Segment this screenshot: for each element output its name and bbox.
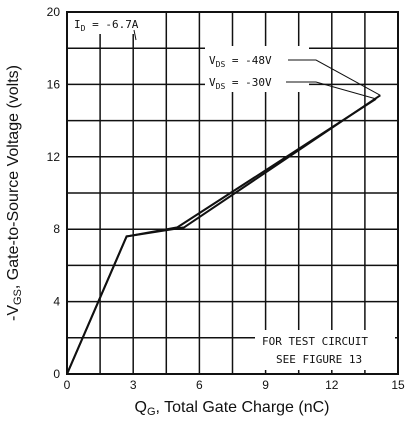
drain-current-label: ID = -6.7A [74, 18, 139, 33]
x-axis-title: QG, Total Gate Charge (nC) [134, 399, 329, 418]
test-circuit-note-line1: FOR TEST CIRCUIT [262, 335, 368, 348]
y-tick-label: 12 [47, 150, 61, 164]
y-tick-label: 0 [53, 367, 60, 381]
series-lines [66, 94, 381, 375]
x-tick-label: 15 [391, 378, 405, 392]
x-tick-label: 6 [196, 378, 203, 392]
plot-frame [66, 11, 399, 375]
series-line-vds-30 [66, 98, 377, 375]
vds-label-box [205, 46, 309, 92]
tick-labels: 0 3 6 9 12 15 0 4 8 12 16 20 [47, 5, 405, 392]
test-circuit-note-box [255, 330, 395, 370]
legend-leaders [133, 29, 381, 100]
id-label-box [70, 12, 146, 34]
test-circuit-note-line2: SEE FIGURE 13 [276, 353, 362, 366]
x-tick-label: 12 [325, 378, 339, 392]
leader-vds-48 [288, 59, 381, 96]
legend-vds-48: VDS = -48V [209, 54, 272, 69]
y-axis-title: -VGS, Gate-to-Source Voltage (volts) [5, 65, 24, 321]
y-tick-label: 20 [47, 5, 61, 19]
y-tick-label: 8 [53, 222, 60, 236]
leader-id-label [133, 29, 137, 41]
y-tick-label: 16 [47, 77, 61, 91]
x-tick-label: 0 [64, 378, 71, 392]
x-tick-label: 3 [130, 378, 137, 392]
legend-vds-30: VDS = -30V [209, 76, 272, 91]
leader-vds-30 [286, 81, 377, 100]
x-tick-label: 9 [262, 378, 269, 392]
y-tick-label: 4 [53, 295, 60, 309]
